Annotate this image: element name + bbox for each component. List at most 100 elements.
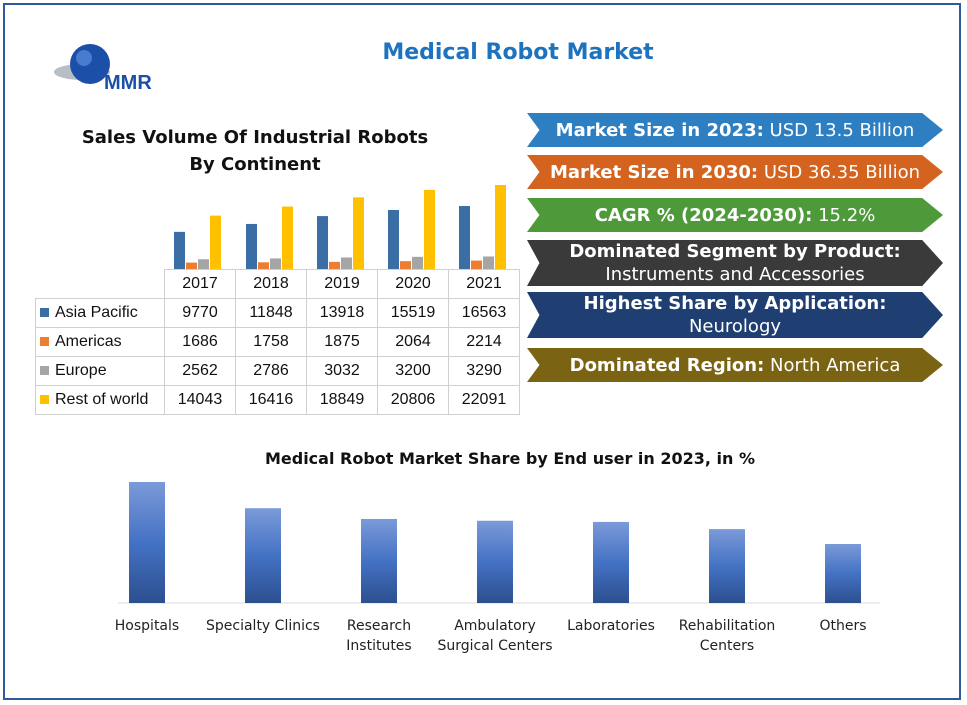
table-cell: 15519	[377, 298, 449, 328]
x-tick-label-line: Institutes	[346, 638, 412, 654]
banner-label: Dominated Segment by Product:	[569, 241, 901, 262]
x-tick-label-line: Hospitals	[114, 618, 180, 634]
table-cell: 20806	[377, 385, 449, 415]
x-tick-label-line: Ambulatory	[454, 618, 536, 634]
banner-value: Instruments and Accessories	[605, 264, 865, 285]
banner-value: 15.2%	[818, 204, 876, 226]
bar-hospitals	[129, 482, 165, 603]
mmr-logo: MMR	[54, 44, 152, 94]
table-cell: 2786	[235, 356, 307, 386]
x-tick-label-line: Surgical Centers	[437, 638, 553, 654]
bar-ambulatory-surgical-centers	[477, 520, 513, 603]
table-row: Americas 1686 1758 1875 2064 2214	[35, 327, 520, 357]
banner-value: USD 13.5 Billion	[769, 119, 915, 141]
banner-label: Dominated Region:	[569, 354, 765, 376]
x-tick-label-line: Specialty Clinics	[206, 618, 320, 634]
year-header: 2018	[235, 269, 307, 299]
page-title: Medical Robot Market	[382, 40, 654, 65]
table-cell: 3290	[448, 356, 520, 386]
legend-key	[40, 366, 49, 375]
bar-europe-2018	[270, 258, 281, 269]
bar-asia-pacific-2020	[388, 209, 399, 269]
bar-asia-pacific-2017	[174, 231, 185, 269]
stat-banner: CAGR % (2024-2030): 15.2%	[527, 198, 943, 232]
banner-value: USD 36.35 Billion	[763, 161, 921, 183]
banner-label: CAGR % (2024-2030):	[594, 204, 813, 226]
sales-chart-title: Sales Volume Of Industrial Robots By Con…	[81, 127, 429, 175]
bar-rest-of-world-2021	[495, 185, 506, 269]
table-cell: 3032	[306, 356, 378, 386]
x-tick-label-line: Rehabilitation	[678, 618, 776, 634]
banner-label: Market Size in 2023:	[555, 119, 764, 141]
series-name: Rest of world	[55, 391, 149, 408]
legend-key	[40, 308, 49, 317]
x-tick-label-line: Research	[346, 618, 412, 634]
stat-banner: Market Size in 2023: USD 13.5 Billion	[527, 113, 943, 147]
year-header: 2020	[377, 269, 449, 299]
table-row: Rest of world 14043 16416 18849 20806 22091	[35, 385, 520, 415]
x-tick-label: Others	[778, 616, 908, 636]
infographic-frame	[3, 3, 961, 700]
x-tick-label: Hospitals	[82, 616, 212, 636]
bar-rest-of-world-2017	[210, 215, 221, 269]
x-tick-label: Research Institutes	[314, 616, 444, 656]
x-tick-label: Specialty Clinics	[198, 616, 328, 636]
series-name: Europe	[55, 362, 107, 379]
bar-rest-of-world-2020	[424, 189, 435, 269]
series-name: Asia Pacific	[55, 304, 138, 321]
banner-value: Neurology	[688, 316, 782, 337]
table-cell: 22091	[448, 385, 520, 415]
bar-americas-2021	[471, 260, 482, 269]
bar-americas-2019	[329, 261, 340, 269]
x-tick-label-line: Others	[819, 618, 867, 634]
bar-americas-2020	[400, 261, 411, 269]
bar-europe-2020	[412, 256, 423, 269]
bar-others	[825, 543, 861, 603]
table-cell: 1686	[164, 327, 236, 357]
x-tick-label: Laboratories	[546, 616, 676, 636]
bar-asia-pacific-2021	[459, 206, 470, 269]
x-tick-label-line: Laboratories	[567, 618, 655, 634]
bar-europe-2021	[483, 256, 494, 269]
bar-americas-2017	[186, 262, 197, 269]
year-header: 2019	[306, 269, 378, 299]
table-cell: 14043	[164, 385, 236, 415]
bar-asia-pacific-2019	[317, 216, 328, 269]
logo-text: MMR	[104, 72, 152, 94]
banner-label: Market Size in 2030:	[549, 161, 759, 183]
bar-laboratories	[593, 521, 629, 603]
table-cell: 16416	[235, 385, 307, 415]
bar-specialty-clinics	[245, 508, 281, 603]
bar-rest-of-world-2019	[353, 197, 364, 269]
table-header-row: 2017 2018 2019 2020 2021	[36, 269, 520, 299]
bar-asia-pacific-2018	[246, 223, 257, 269]
table-cell: 2214	[448, 327, 520, 357]
table-cell: 18849	[306, 385, 378, 415]
bar-rehabilitation-centers	[709, 529, 745, 603]
banner-value: North America	[770, 354, 901, 376]
stat-banner: Dominated Region: North America	[527, 348, 943, 382]
bar-europe-2019	[341, 257, 352, 269]
banner-label: Highest Share by Application:	[583, 293, 887, 314]
bar-europe-2017	[198, 259, 209, 269]
table-cell: 16563	[448, 298, 520, 328]
table-cell: 9770	[164, 298, 236, 328]
table-cell: 2562	[164, 356, 236, 386]
series-name: Americas	[55, 333, 122, 350]
sales-data-table: 2017 2018 2019 2020 2021 Asia Pacific 9770 1184…	[35, 269, 520, 415]
x-tick-label-line: Centers	[699, 638, 755, 654]
stat-banner: Highest Share by Application: Neurology	[527, 292, 943, 338]
table-row: Europe 2562 2786 3032 3200 3290	[35, 356, 520, 386]
bar-rest-of-world-2018	[282, 206, 293, 269]
end-user-chart-title: Medical Robot Market Share by End user i…	[264, 449, 756, 468]
stat-banner: Market Size in 2030: USD 36.35 Billion	[527, 155, 943, 189]
x-tick-label: Rehabilitation Centers	[662, 616, 792, 656]
bar-research-institutes	[361, 518, 397, 603]
legend-key	[40, 337, 49, 346]
bar-americas-2018	[258, 262, 269, 269]
x-tick-label: Ambulatory Surgical Centers	[430, 616, 560, 656]
stat-banner: Dominated Segment by Product: Instruments…	[527, 240, 943, 286]
legend-key	[40, 395, 49, 404]
